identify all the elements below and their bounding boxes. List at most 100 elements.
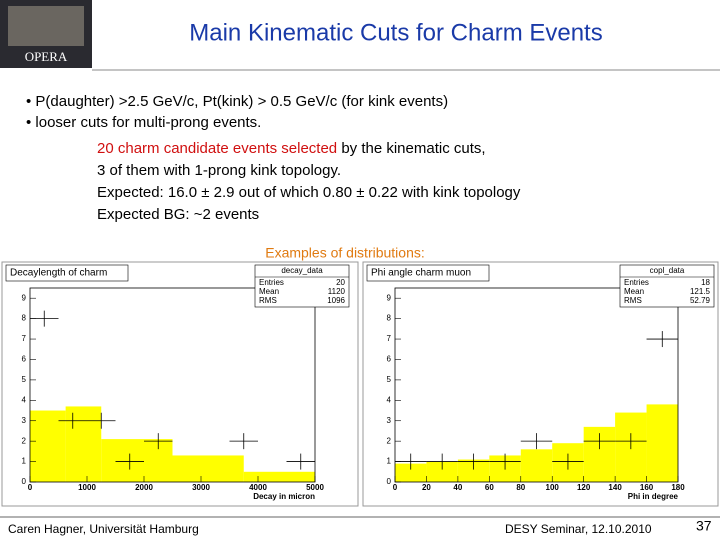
chart-title: Phi angle charm muon xyxy=(371,268,471,279)
y-tick-label: 4 xyxy=(22,395,27,404)
x-tick-label: 20 xyxy=(422,483,431,492)
stats-value: 18 xyxy=(701,278,710,287)
footer-event: DESY Seminar, 12.10.2010 xyxy=(505,522,652,536)
stats-key: Mean xyxy=(259,287,279,296)
stats-key: Entries xyxy=(259,278,284,287)
mc-bin xyxy=(243,471,315,482)
x-tick-label: 5000 xyxy=(306,483,324,492)
stats-value: 20 xyxy=(336,278,345,287)
stats-value: 121.5 xyxy=(690,287,711,296)
data-point xyxy=(646,331,678,348)
data-point xyxy=(286,453,315,470)
mc-bin xyxy=(520,449,553,482)
x-tick-label: 60 xyxy=(485,483,494,492)
y-tick-label: 5 xyxy=(22,375,27,384)
footer-author: Caren Hagner, Universität Hamburg xyxy=(8,522,199,536)
data-point xyxy=(552,453,584,470)
mc-bin xyxy=(65,406,102,482)
y-tick-label: 2 xyxy=(22,436,27,445)
y-tick-label: 3 xyxy=(22,416,27,425)
x-tick-label: 180 xyxy=(671,483,685,492)
y-tick-label: 0 xyxy=(387,477,392,486)
mc-bin xyxy=(646,404,678,482)
x-tick-label: 0 xyxy=(28,483,33,492)
y-tick-label: 8 xyxy=(22,314,27,323)
logo-text: OPERA xyxy=(25,49,68,64)
x-tick-label: 140 xyxy=(608,483,622,492)
data-point xyxy=(58,412,87,429)
bullet: • looser cuts for multi-prong events. xyxy=(26,114,261,131)
data-point xyxy=(115,453,144,470)
x-tick-label: 4000 xyxy=(249,483,267,492)
page-number: 37 xyxy=(696,518,712,534)
mc-bin xyxy=(30,410,66,482)
results-rest: by the kinematic cuts, xyxy=(337,140,485,157)
results-line: Expected BG: ~2 events xyxy=(97,206,259,223)
plot-frame xyxy=(29,287,316,483)
y-tick-label: 3 xyxy=(387,416,392,425)
results-line: Expected: 16.0 ± 2.9 out of which 0.80 ±… xyxy=(97,184,521,201)
y-tick-label: 8 xyxy=(387,314,392,323)
stats-value: 1096 xyxy=(327,296,345,305)
y-tick-label: 6 xyxy=(387,355,392,364)
mc-bin xyxy=(172,455,244,482)
data-point xyxy=(426,453,458,470)
x-tick-label: 160 xyxy=(640,483,654,492)
mc-bin xyxy=(101,439,173,482)
results-line: 3 of them with 1-prong kink topology. xyxy=(97,162,341,179)
data-point xyxy=(457,453,490,470)
stats-box xyxy=(619,264,715,308)
chart-title-box xyxy=(5,264,129,282)
y-tick-label: 7 xyxy=(22,334,27,343)
y-tick-label: 1 xyxy=(387,457,392,466)
x-axis-label: Decay in micron xyxy=(253,492,315,501)
data-point xyxy=(615,433,647,450)
stats-title: copl_data xyxy=(650,266,685,275)
x-tick-label: 2000 xyxy=(135,483,153,492)
y-tick-label: 2 xyxy=(387,436,392,445)
y-tick-label: 4 xyxy=(387,395,392,404)
data-point xyxy=(87,412,116,429)
stats-value: 52.79 xyxy=(690,296,711,305)
x-tick-label: 1000 xyxy=(78,483,96,492)
results-line: 20 charm candidate events selected by th… xyxy=(97,140,486,157)
x-tick-label: 3000 xyxy=(192,483,210,492)
y-tick-label: 9 xyxy=(387,293,392,302)
data-point xyxy=(520,433,553,450)
bullet: • P(daughter) >2.5 GeV/c, Pt(kink) > 0.5… xyxy=(26,93,448,110)
data-point xyxy=(229,433,258,450)
x-tick-label: 100 xyxy=(546,483,560,492)
chart-title: Decaylength of charm xyxy=(10,268,107,279)
logo-building xyxy=(8,6,84,46)
data-point xyxy=(583,433,616,450)
y-tick-label: 7 xyxy=(387,334,392,343)
y-tick-label: 0 xyxy=(22,477,27,486)
x-tick-label: 80 xyxy=(516,483,525,492)
slide-title: Main Kinematic Cuts for Charm Events xyxy=(189,19,602,46)
stats-value: 1120 xyxy=(328,287,346,296)
data-point xyxy=(144,433,173,450)
stats-key: Mean xyxy=(624,287,644,296)
mc-bin xyxy=(426,461,458,482)
data-point xyxy=(489,453,521,470)
plot-frame xyxy=(394,287,679,483)
y-tick-label: 5 xyxy=(387,375,392,384)
x-tick-label: 0 xyxy=(393,483,398,492)
stats-key: Entries xyxy=(624,278,649,287)
x-tick-label: 120 xyxy=(577,483,591,492)
y-tick-label: 1 xyxy=(22,457,27,466)
highlight: 20 charm candidate events selected xyxy=(97,140,337,157)
x-tick-label: 40 xyxy=(453,483,462,492)
chart-title-box xyxy=(366,264,490,282)
y-tick-label: 6 xyxy=(22,355,27,364)
y-tick-label: 9 xyxy=(22,293,27,302)
stats-key: RMS xyxy=(624,296,642,305)
examples-label: Examples of distributions: xyxy=(265,245,425,261)
mc-bin xyxy=(395,463,427,482)
mc-bin xyxy=(457,459,490,482)
stats-key: RMS xyxy=(259,296,277,305)
stats-box xyxy=(254,264,350,308)
x-axis-label: Phi in degree xyxy=(628,492,679,501)
